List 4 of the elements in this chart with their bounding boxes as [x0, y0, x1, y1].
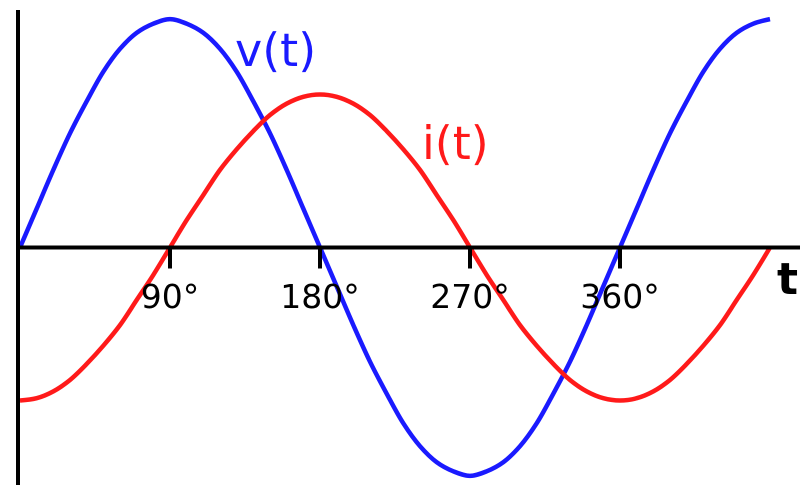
series-label: i(t) [422, 116, 489, 170]
x-tick-label: 90° [140, 277, 200, 316]
x-axis-title: t [777, 254, 798, 305]
series-label: v(t) [235, 23, 316, 77]
